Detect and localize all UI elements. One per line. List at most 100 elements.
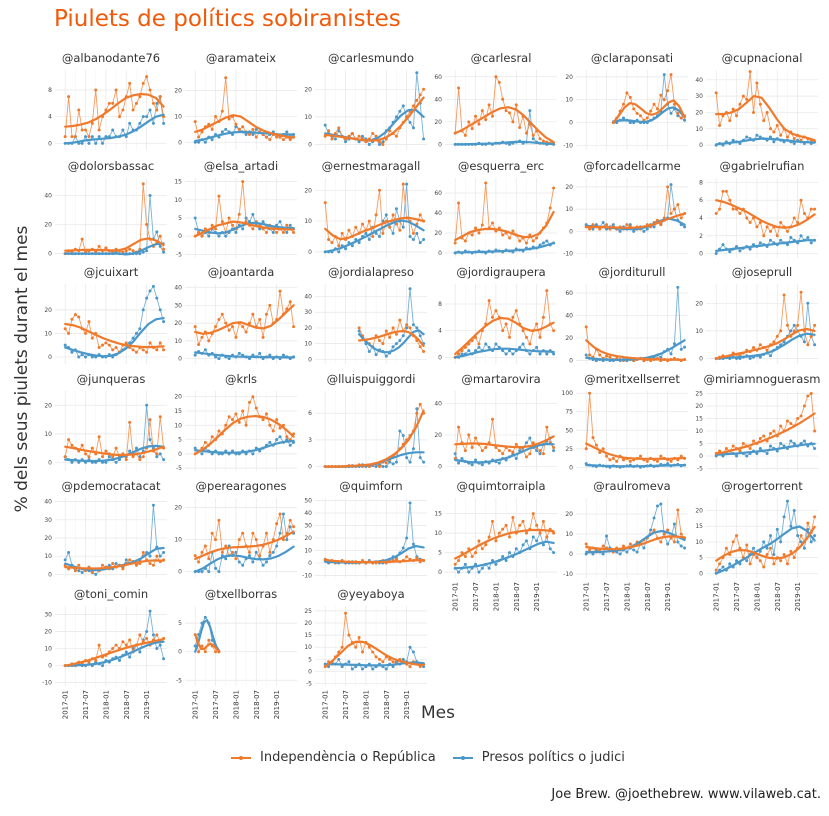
presos-point — [275, 438, 279, 442]
panel-title: @carlesral — [471, 51, 532, 65]
independencia-point — [545, 425, 549, 429]
presos-point — [731, 138, 735, 142]
presos-point — [224, 127, 228, 131]
presos-point — [134, 331, 138, 335]
independencia-point — [453, 241, 457, 245]
independencia-point — [497, 80, 501, 84]
independencia-point — [541, 315, 545, 319]
independencia-point — [388, 335, 392, 339]
y-tick-label: 20 — [695, 508, 703, 515]
independencia-point — [538, 531, 542, 535]
x-tick-label: 2017-07 — [472, 582, 480, 611]
independencia-point — [101, 343, 105, 347]
presos-point — [90, 355, 94, 359]
panel-title: @meritxellserret — [584, 372, 680, 386]
presos-point — [735, 454, 739, 458]
y-tick-label: 15 — [695, 416, 703, 423]
independencia-point — [799, 198, 803, 202]
presos-smooth-line — [454, 540, 555, 570]
y-tick-label: 20 — [695, 109, 703, 116]
facet-raulromeva: @raulromeva -10 0 10 20 2017-01 2017-07 2018-01… — [563, 479, 688, 611]
presos-point — [768, 534, 772, 538]
independencia-point — [388, 225, 392, 229]
independencia-point — [281, 231, 285, 235]
independencia-point — [772, 562, 776, 566]
presos-point — [457, 570, 461, 574]
independencia-point — [344, 611, 348, 615]
presos-point — [411, 323, 415, 327]
presos-point — [271, 550, 275, 554]
y-tick-label: -10 — [563, 571, 573, 578]
independencia-point — [327, 129, 331, 133]
independencia-point — [738, 546, 742, 550]
panel-title: @joantarda — [208, 265, 275, 279]
presos-point — [538, 243, 542, 247]
independencia-point — [741, 442, 745, 445]
independencia-point — [203, 227, 207, 231]
presos-point — [672, 342, 676, 346]
legend-key-presos — [452, 755, 473, 760]
independencia-point — [470, 445, 474, 449]
independencia-point — [758, 343, 762, 347]
independencia-point — [748, 70, 752, 74]
presos-point — [745, 135, 749, 139]
independencia-point — [491, 315, 495, 319]
presos-point — [408, 501, 412, 505]
panel-title: @quimtorraipla — [456, 479, 545, 493]
independencia-point — [268, 303, 272, 307]
independencia-point — [792, 137, 796, 141]
facet-jorditurull: @jorditurull 0 20 40 60 — [565, 265, 688, 365]
presos-point — [377, 142, 381, 146]
presos-point — [344, 140, 348, 144]
independencia-point — [162, 348, 166, 352]
independencia-point — [474, 226, 478, 230]
independencia-point — [207, 638, 211, 642]
presos-point — [507, 551, 511, 555]
y-tick-label: 100 — [562, 390, 574, 397]
presos-point — [487, 566, 491, 570]
independencia-point — [391, 213, 395, 217]
presos-point — [90, 135, 94, 139]
independencia-point — [200, 130, 204, 134]
independencia-point — [714, 212, 718, 216]
independencia-point — [408, 665, 412, 669]
y-tick-label: -10 — [42, 680, 52, 687]
independencia-point — [628, 95, 632, 99]
independencia-point — [381, 342, 385, 346]
independencia-point — [278, 426, 282, 430]
presos-point — [524, 539, 528, 543]
presos-point — [545, 239, 549, 243]
independencia-smooth-line — [715, 327, 816, 360]
independencia-point — [813, 515, 817, 519]
panel-title: @jorditurull — [599, 265, 666, 279]
independencia-point — [622, 544, 626, 548]
independencia-point — [128, 420, 132, 424]
presos-point — [193, 353, 197, 357]
independencia-point — [477, 231, 481, 235]
independencia-point — [535, 236, 539, 240]
independencia-point — [107, 101, 111, 105]
presos-point — [138, 252, 142, 256]
presos-point — [467, 570, 471, 574]
independencia-smooth-line — [194, 530, 295, 560]
independencia-point — [200, 335, 204, 339]
presos-point — [792, 442, 796, 445]
x-tick-label: 2018-07 — [774, 582, 782, 611]
independencia-point — [714, 568, 718, 572]
independencia-point — [148, 418, 152, 422]
independencia-point — [371, 234, 375, 238]
presos-point — [768, 135, 772, 139]
presos-point — [789, 524, 793, 528]
independencia-point — [227, 216, 231, 220]
y-tick-label: 10 — [174, 338, 182, 345]
independencia-point — [779, 133, 783, 137]
independencia-point — [231, 550, 235, 554]
y-tick-label: 40 — [44, 499, 52, 506]
independencia-point — [350, 131, 354, 135]
presos-smooth-line — [64, 242, 165, 256]
independencia-point — [463, 449, 467, 453]
independencia-point — [124, 341, 128, 345]
independencia-point — [775, 124, 779, 128]
independencia-point — [114, 446, 118, 450]
independencia-point — [101, 455, 105, 459]
